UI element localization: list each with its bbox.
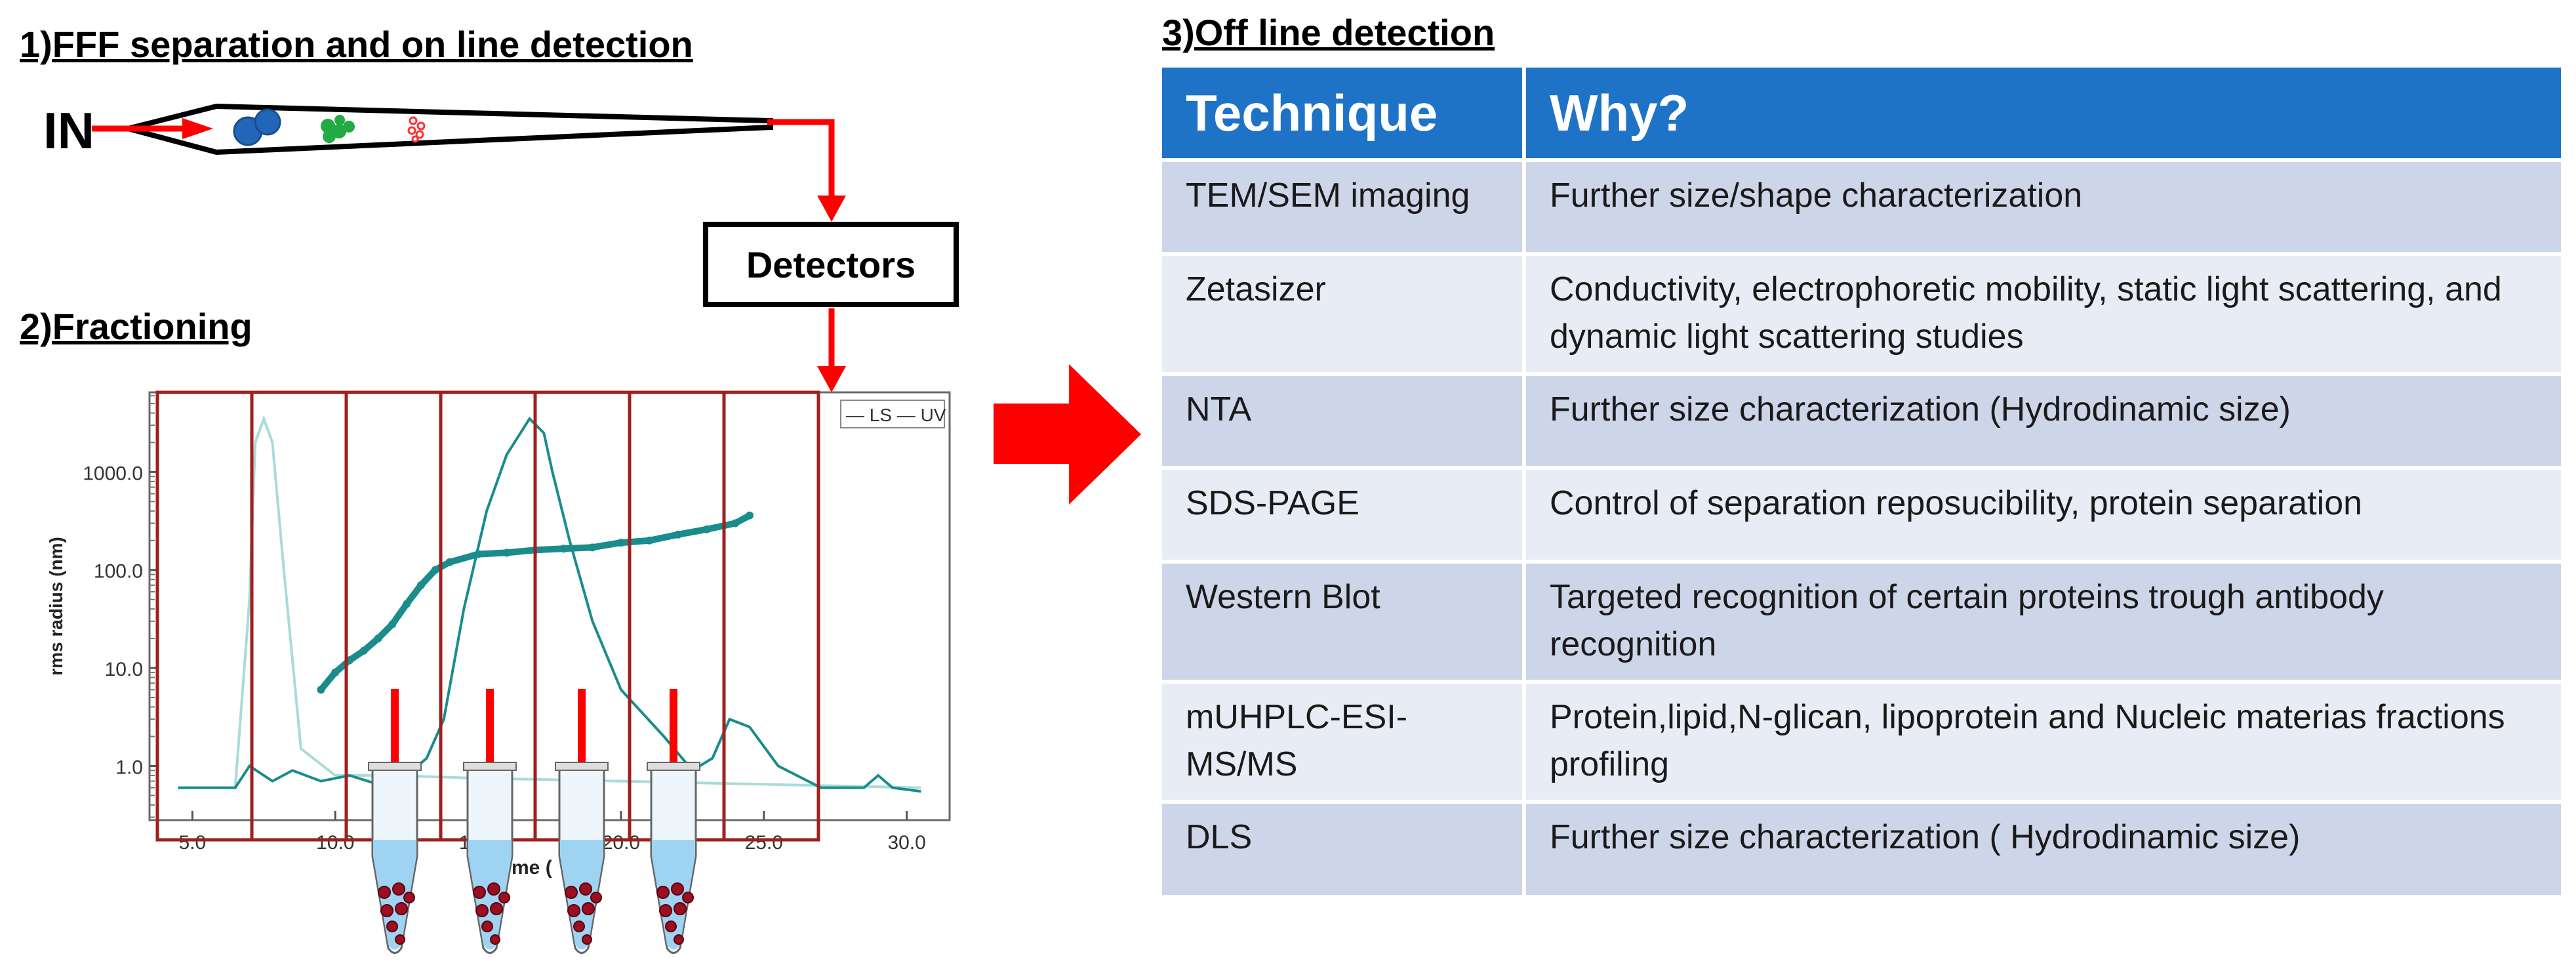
rms-point bbox=[616, 539, 625, 547]
table-row: Western Blot Targeted recognition of cer… bbox=[1162, 560, 2561, 680]
table-row: Zetasizer Conductivity, electrophoretic … bbox=[1162, 252, 2561, 372]
detectors-box: Detectors bbox=[703, 222, 959, 307]
flow-channel-icon bbox=[117, 103, 773, 155]
test-tube-icon bbox=[555, 689, 609, 954]
fractionation-chart: 1000.0100.010.01.05.010.015.020.025.030.… bbox=[46, 390, 951, 879]
test-tube-icon bbox=[647, 689, 700, 954]
rms-point bbox=[746, 511, 754, 520]
legend-text: — LS — UV bbox=[846, 405, 946, 425]
why-cell: Further size/shape characterization bbox=[1526, 158, 2561, 252]
test-tube-icon bbox=[368, 689, 422, 954]
rms-point bbox=[731, 519, 740, 528]
technique-cell: Zetasizer bbox=[1162, 252, 1526, 372]
table-row: DLS Further size characterization ( Hydr… bbox=[1162, 800, 2561, 895]
section-2-title: 2)Fractioning bbox=[20, 306, 252, 347]
why-cell: Protein,lipid,N-glican, lipoprotein and … bbox=[1526, 680, 2561, 800]
section-1-title: 1)FFF separation and on line detection bbox=[20, 24, 693, 65]
technique-cell: Western Blot bbox=[1162, 560, 1526, 680]
outlet-arrow bbox=[767, 119, 835, 197]
x-tick-label: 10.0 bbox=[316, 832, 354, 854]
table-row: mUHPLC-ESI-MS/MS Protein,lipid,N-glican,… bbox=[1162, 680, 2561, 800]
rms-point bbox=[445, 558, 454, 566]
table-row: NTA Further size characterization (Hydro… bbox=[1162, 372, 2561, 466]
technique-cell: SDS-PAGE bbox=[1162, 466, 1526, 560]
y-tick-label: 1000.0 bbox=[83, 463, 143, 484]
legend-box bbox=[840, 400, 945, 428]
technique-cell: TEM/SEM imaging bbox=[1162, 158, 1526, 252]
rms-point bbox=[645, 536, 654, 545]
rms-point bbox=[374, 634, 382, 643]
inlet-label: IN bbox=[43, 102, 94, 159]
medium-particles-icon bbox=[321, 115, 355, 143]
rms-point bbox=[431, 566, 439, 574]
collection-tubes bbox=[368, 689, 700, 954]
y-axis-label: rms radius (nm) bbox=[46, 537, 66, 676]
small-particles-icon bbox=[407, 116, 426, 143]
big-arrow-icon bbox=[994, 364, 1141, 505]
rms-point bbox=[331, 668, 340, 676]
section-3-title: 3)Off line detection bbox=[1162, 12, 1495, 53]
y-tick-label: 100.0 bbox=[94, 561, 143, 583]
x-tick-label: 20.0 bbox=[602, 832, 640, 854]
fff-channel-diagram bbox=[92, 103, 846, 392]
rms-point bbox=[403, 600, 411, 608]
x-tick-label: 25.0 bbox=[745, 832, 783, 854]
rms-point bbox=[559, 545, 568, 553]
rms-point bbox=[388, 620, 397, 629]
technique-cell: mUHPLC-ESI-MS/MS bbox=[1162, 680, 1526, 800]
why-cell: Control of separation reposucibility, pr… bbox=[1526, 466, 2561, 560]
x-tick-label: 30.0 bbox=[887, 832, 925, 854]
fraction-box bbox=[722, 390, 820, 842]
table-header-row: Technique Why? bbox=[1162, 68, 2561, 158]
header-technique: Technique bbox=[1162, 68, 1526, 158]
series-ls-line bbox=[178, 417, 921, 793]
rms-point bbox=[702, 525, 711, 533]
technique-cell: DLS bbox=[1162, 800, 1526, 895]
rms-point bbox=[502, 549, 511, 557]
why-cell: Targeted recognition of certain proteins… bbox=[1526, 560, 2561, 680]
why-cell: Conductivity, electrophoretic mobility, … bbox=[1526, 252, 2561, 372]
rms-point bbox=[474, 550, 483, 558]
test-tube-icon bbox=[463, 689, 517, 954]
y-tick-label: 10.0 bbox=[105, 659, 143, 680]
rms-point bbox=[317, 686, 325, 694]
header-why: Why? bbox=[1526, 68, 2561, 158]
x-tick-label: 5.0 bbox=[178, 832, 206, 854]
rms-point bbox=[416, 581, 425, 589]
technique-cell: NTA bbox=[1162, 372, 1526, 466]
why-cell: Further size characterization ( Hydrodin… bbox=[1526, 800, 2561, 895]
why-cell: Further size characterization (Hydrodina… bbox=[1526, 372, 2561, 466]
table-row: SDS-PAGE Control of separation reposucib… bbox=[1162, 466, 2561, 560]
y-tick-label: 1.0 bbox=[115, 756, 143, 778]
rms-point bbox=[674, 530, 683, 539]
table-row: TEM/SEM imaging Further size/shape chara… bbox=[1162, 158, 2561, 252]
rms-point bbox=[359, 646, 368, 655]
x-axis-label: me ( bbox=[512, 857, 552, 879]
large-particles-icon bbox=[233, 108, 281, 146]
off-line-techniques-table: Technique Why? TEM/SEM imaging Further s… bbox=[1162, 68, 2561, 895]
rms-point bbox=[588, 543, 597, 552]
